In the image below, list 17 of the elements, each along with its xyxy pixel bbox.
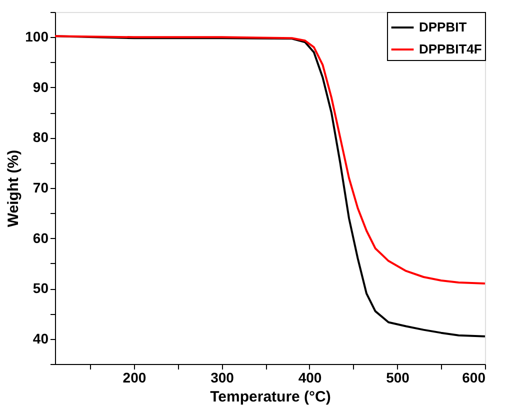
x-tick-label: 600 bbox=[462, 370, 486, 386]
line-series bbox=[55, 35, 485, 285]
x-tick-label: 400 bbox=[298, 370, 322, 386]
y-tick-label: 70 bbox=[32, 180, 49, 196]
legend-label: DPPBIT bbox=[419, 20, 467, 34]
y-tick-label: 80 bbox=[32, 129, 49, 146]
y-tick-label: 90 bbox=[32, 78, 49, 95]
x-tick-label: 200 bbox=[122, 370, 146, 386]
y-tick-label: 100 bbox=[25, 28, 49, 45]
y-tick-label: 50 bbox=[32, 280, 49, 296]
x-axis-title: Temperature (°C) bbox=[210, 388, 331, 406]
y-tick-label: 40 bbox=[32, 330, 49, 346]
x-tick-label: 300 bbox=[210, 370, 234, 386]
y-tick-label: 60 bbox=[32, 230, 49, 246]
legend-label: DPPBIT4F bbox=[419, 42, 482, 56]
x-tick-label: 500 bbox=[386, 370, 410, 386]
y-axis-title: Weight (%) bbox=[5, 150, 22, 228]
